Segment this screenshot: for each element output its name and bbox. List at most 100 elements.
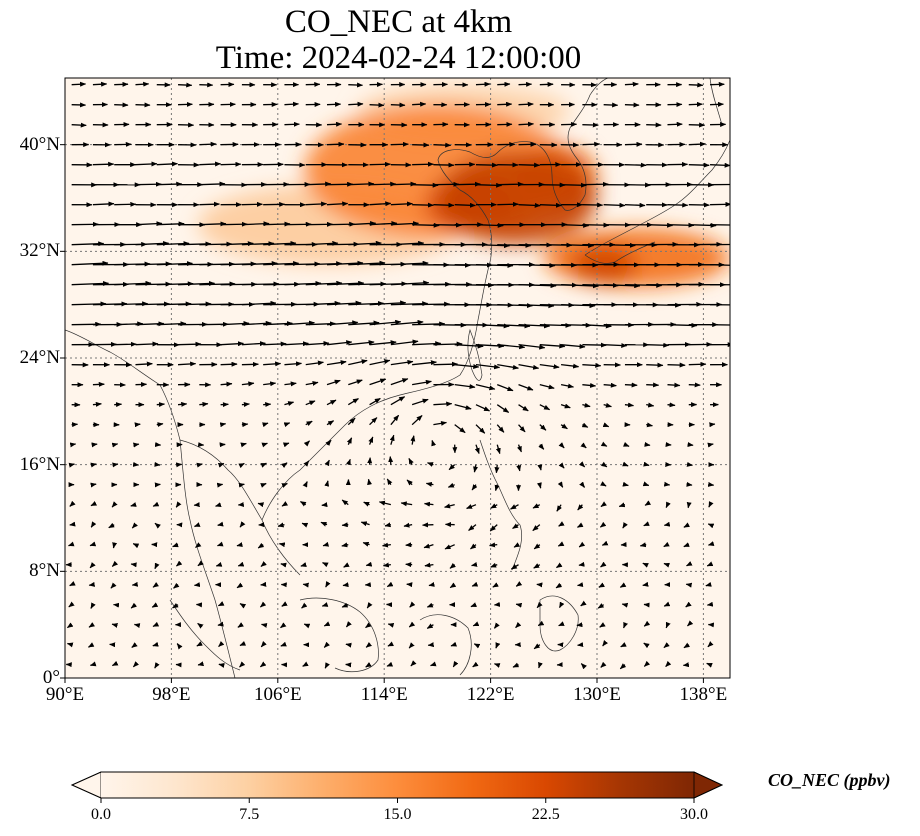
wind-vector [199, 401, 209, 407]
wind-vector [281, 462, 288, 469]
wind-vector [512, 662, 520, 668]
wind-vector [408, 621, 416, 628]
wind-vector [220, 361, 238, 367]
wind-vector [639, 542, 647, 548]
wind-vector [557, 481, 564, 488]
wind-vector [555, 582, 563, 589]
wind-vector [112, 542, 118, 549]
wind-vector [239, 521, 246, 528]
wind-vector [400, 501, 413, 507]
wind-vector [556, 562, 563, 569]
wind-vector [497, 81, 511, 87]
colorbar-tick-label: 15.0 [383, 806, 412, 823]
wind-vector [493, 622, 500, 629]
wind-vector [557, 541, 565, 547]
wind-vector [646, 402, 655, 408]
wind-vector [472, 661, 479, 668]
wind-vector [263, 260, 300, 266]
wind-vector [152, 641, 159, 647]
wind-vector [433, 420, 447, 426]
wind-vector [448, 464, 456, 471]
wind-vector [707, 442, 714, 448]
wind-vector [405, 542, 413, 548]
wind-vector [260, 601, 267, 608]
wind-vector [108, 522, 115, 529]
wind-vector [130, 562, 137, 568]
wind-vector [409, 601, 416, 608]
lat-tick-label: 24°N [19, 347, 60, 368]
wind-vector [452, 660, 459, 668]
wind-vector [707, 481, 715, 487]
wind-vector [624, 81, 639, 87]
wind-vector [497, 323, 531, 329]
wind-vector [326, 121, 343, 127]
wind-vector [390, 301, 429, 307]
wind-vector [444, 544, 455, 550]
wind-vector [111, 660, 119, 667]
wind-vector [323, 641, 330, 648]
wind-vector [114, 301, 149, 307]
wind-vector [433, 202, 455, 208]
wind-vector [663, 521, 671, 527]
wind-vector [386, 478, 393, 486]
wind-vector [131, 642, 138, 649]
wind-vector [305, 240, 339, 246]
wind-vector [472, 621, 480, 627]
wind-vector [518, 404, 529, 412]
axis-tick-marks [60, 144, 704, 683]
wind-vector [390, 319, 424, 326]
wind-vector [642, 581, 649, 587]
wind-vector [578, 461, 586, 468]
wind-vector [518, 364, 540, 370]
chart-subtitle-time: Time: 2024-02-24 12:00:00 [215, 40, 582, 76]
wind-vector [154, 662, 160, 669]
wind-vector [365, 622, 372, 629]
wind-vector [492, 582, 499, 588]
wind-vector [281, 482, 288, 488]
wind-vector [412, 161, 434, 167]
wind-vector [426, 623, 434, 629]
lat-tick-label: 40°N [19, 133, 60, 155]
wind-vector [598, 582, 605, 588]
wind-vector [510, 504, 519, 510]
wind-vector [369, 340, 397, 346]
wind-vector [579, 481, 586, 488]
wind-vector [665, 621, 671, 629]
wind-vector [667, 322, 698, 328]
wind-vector [302, 661, 309, 667]
wind-vector [366, 602, 373, 609]
wind-vector [539, 343, 566, 349]
wind-vector [517, 444, 522, 453]
wind-vector [135, 321, 165, 327]
wind-vector [348, 82, 364, 88]
wind-vector [412, 341, 442, 347]
wind-vector [260, 561, 267, 567]
wind-vector [390, 221, 420, 227]
wind-vector [688, 82, 704, 88]
wind-vector [533, 643, 541, 650]
wind-vector [512, 523, 519, 530]
wind-vector [347, 397, 359, 406]
wind-vector [342, 582, 349, 588]
wind-vector [454, 364, 480, 369]
wind-vector [624, 382, 638, 388]
wind-vector [305, 201, 328, 207]
wind-vector [71, 81, 87, 87]
wind-vector [323, 621, 331, 627]
wind-vector [558, 521, 565, 527]
wind-vector [369, 319, 402, 326]
wind-vector [369, 161, 391, 167]
wind-vector [412, 379, 432, 386]
wind-vector [510, 564, 519, 570]
wind-vector [305, 340, 330, 346]
wind-vector [326, 399, 337, 406]
wind-vector [412, 202, 434, 208]
wind-vector [667, 202, 689, 208]
wind-vector [132, 661, 140, 668]
wind-vector [707, 523, 715, 529]
wind-vector [239, 661, 246, 668]
wind-vector [408, 458, 414, 465]
wind-vector [688, 101, 703, 107]
wind-vector [497, 364, 519, 370]
wind-vector [390, 141, 409, 147]
